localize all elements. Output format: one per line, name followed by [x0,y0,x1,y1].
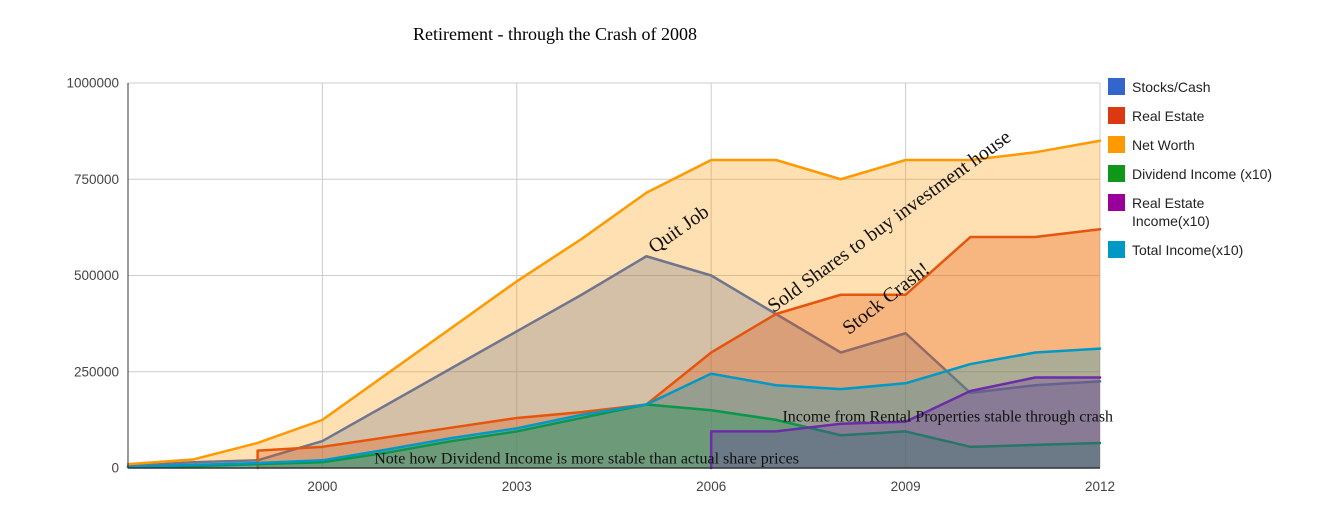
series-area-real-estate[interactable] [257,229,1101,468]
series-area-stocks-cash[interactable] [128,256,1100,468]
x-tick-label-2000: 2000 [307,479,337,494]
legend-swatch [1108,165,1125,182]
legend-swatch [1108,107,1125,124]
series-line-stocks-cash[interactable] [126,255,1102,468]
y-tick-label-0: 0 [111,461,119,476]
y-tick-label-1000000: 1000000 [66,76,119,91]
legend-label: Real Estate Income(x10) [1132,195,1210,229]
legend-swatch [1108,194,1125,211]
y-tick-label-250000: 250000 [74,364,119,379]
legend-swatch [1108,241,1125,258]
legend-item-dividend-income-x10: Dividend Income (x10) [1108,165,1318,183]
series-line-real-estate-income-x10[interactable] [709,376,1102,470]
legend-swatch [1108,136,1125,153]
legend-label: Dividend Income (x10) [1132,166,1273,182]
series-area-dividend-income-x10[interactable] [128,404,1100,468]
legend-item-total-income-x10: Total Income(x10) [1108,241,1318,259]
series-line-dividend-income-x10[interactable] [126,403,1102,469]
legend-item-real-estate-income-x10: Real Estate Income(x10) [1108,194,1318,230]
legend-label: Net Worth [1132,137,1195,153]
legend-item-stocks-cash: Stocks/Cash [1108,78,1318,96]
annotation-note-how-dividend-income-is-more-stable-: Note how Dividend Income is more stable … [374,450,799,467]
x-tick-label-2006: 2006 [696,479,726,494]
series-line-total-income-x10[interactable] [126,347,1102,469]
series-line-net-worth[interactable] [126,139,1102,466]
legend-item-net-worth: Net Worth [1108,136,1318,154]
legend-item-real-estate: Real Estate [1108,107,1318,125]
legend-label: Total Income(x10) [1132,242,1244,258]
y-tick-label-750000: 750000 [74,172,119,187]
chart-title: Retirement - through the Crash of 2008 [413,24,697,44]
x-tick-label-2009: 2009 [891,479,921,494]
legend-label: Real Estate [1132,108,1205,124]
x-tick-label-2012: 2012 [1085,479,1115,494]
chart-legend: Stocks/Cash Real Estate Net Worth Dividend … [1108,78,1318,270]
series-area-total-income-x10[interactable] [128,348,1100,468]
y-tick-label-500000: 500000 [74,268,119,283]
x-tick-label-2003: 2003 [502,479,532,494]
annotation-income-from-rental-properties-stable-thr: Income from Rental Properties stable thr… [782,408,1113,425]
legend-swatch [1108,78,1125,95]
legend-label: Stocks/Cash [1132,79,1211,95]
